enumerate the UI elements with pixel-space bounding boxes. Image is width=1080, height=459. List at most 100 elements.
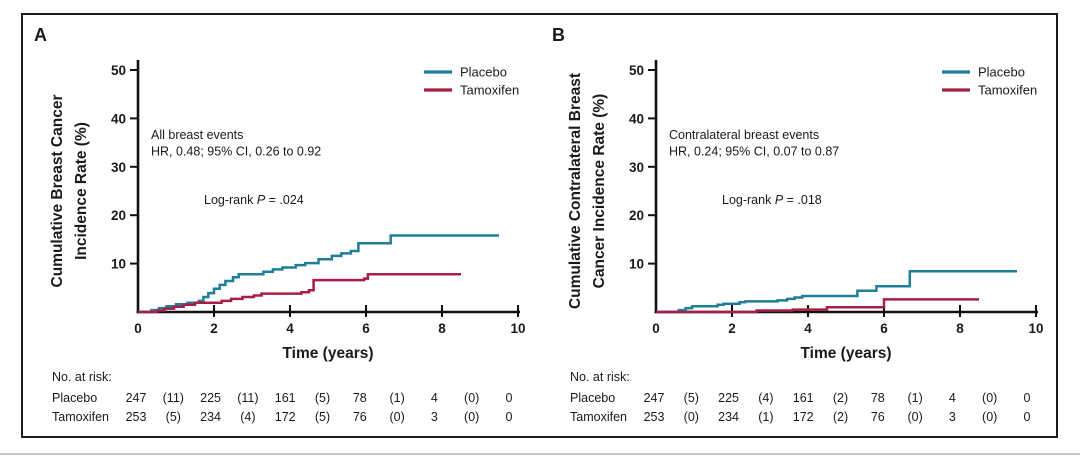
risk-value: 3 <box>431 410 438 424</box>
x-tick-label: 0 <box>652 321 660 336</box>
risk-value: 234 <box>718 410 739 424</box>
x-tick-label: 6 <box>362 321 370 336</box>
y-tick-label: 10 <box>111 257 126 272</box>
y-axis-title: Incidence Rate (%) <box>73 122 90 260</box>
annotation-line: HR, 0.24; 95% CI, 0.07 to 0.87 <box>669 145 839 159</box>
risk-value: 247 <box>644 391 665 405</box>
risk-value: (0) <box>982 391 997 405</box>
risk-value: (1) <box>758 410 773 424</box>
risk-value: 76 <box>353 410 367 424</box>
risk-value: 234 <box>200 410 221 424</box>
panel-letter: B <box>552 25 565 45</box>
figure-border <box>21 13 1058 438</box>
log-rank-annotation: Log-rank P = .018 <box>722 193 822 207</box>
legend-label: Tamoxifen <box>978 83 1037 98</box>
risk-value: (5) <box>684 391 699 405</box>
risk-value: (4) <box>758 391 773 405</box>
risk-row-label: Placebo <box>570 391 615 405</box>
y-tick-label: 10 <box>629 257 644 272</box>
risk-value: (1) <box>907 391 922 405</box>
x-tick-label: 0 <box>134 321 142 336</box>
y-axis-title: Cumulative Contralateral Breast <box>567 73 584 309</box>
x-axis-title: Time (years) <box>800 345 891 362</box>
risk-value: 161 <box>793 391 814 405</box>
risk-value: 172 <box>275 410 296 424</box>
risk-value: (5) <box>315 391 330 405</box>
risk-value: 4 <box>431 391 438 405</box>
legend-label: Tamoxifen <box>460 83 519 98</box>
bottom-divider <box>0 453 1080 455</box>
y-tick-label: 50 <box>629 63 644 78</box>
risk-value: 172 <box>793 410 814 424</box>
risk-value: 4 <box>949 391 956 405</box>
x-axis-title: Time (years) <box>282 345 373 362</box>
x-tick-label: 10 <box>1028 321 1043 336</box>
x-tick-label: 4 <box>286 321 294 336</box>
risk-value: 3 <box>949 410 956 424</box>
placebo-curve <box>656 270 1017 314</box>
panel-a-chart: A Cumulative Breast Cancer Incidence Rate … <box>34 25 526 424</box>
legend-item: Placebo <box>424 65 507 80</box>
y-tick-label: 20 <box>111 208 126 223</box>
risk-value: (0) <box>464 410 479 424</box>
y-tick-label: 20 <box>629 208 644 223</box>
risk-value: (11) <box>163 391 184 405</box>
legend-label: Placebo <box>460 65 507 80</box>
risk-value: (0) <box>389 410 404 424</box>
risk-row-label: Placebo <box>52 391 97 405</box>
risk-row-label: Tamoxifen <box>52 410 109 424</box>
risk-value: 0 <box>506 410 513 424</box>
legend-item: Tamoxifen <box>424 83 519 98</box>
x-tick-label: 8 <box>956 321 964 336</box>
risk-value: (1) <box>389 391 404 405</box>
risk-value: (0) <box>684 410 699 424</box>
risk-value: 161 <box>275 391 296 405</box>
risk-value: (11) <box>237 391 258 405</box>
risk-value: 225 <box>200 391 221 405</box>
panel-b-chart: B Cumulative Contralateral Breast Cancer I… <box>552 25 1044 424</box>
risk-table-header: No. at risk: <box>570 370 630 384</box>
risk-value: (4) <box>240 410 255 424</box>
risk-value: (0) <box>982 410 997 424</box>
y-axis-title: Cancer Incidence Rate (%) <box>591 94 608 289</box>
risk-value: 253 <box>644 410 665 424</box>
x-tick-label: 6 <box>880 321 888 336</box>
risk-row-label: Tamoxifen <box>570 410 627 424</box>
panel-letter: A <box>34 25 47 45</box>
legend-item: Placebo <box>942 65 1025 80</box>
risk-value: 76 <box>871 410 885 424</box>
y-tick-label: 40 <box>629 111 644 126</box>
risk-value: (0) <box>907 410 922 424</box>
placebo-curve <box>138 234 499 314</box>
y-tick-label: 40 <box>111 111 126 126</box>
annotation-line: All breast events <box>151 128 243 142</box>
risk-value: (5) <box>315 410 330 424</box>
x-tick-label: 2 <box>728 321 736 336</box>
risk-value: 247 <box>126 391 147 405</box>
risk-table-header: No. at risk: <box>52 370 112 384</box>
legend-label: Placebo <box>978 65 1025 80</box>
risk-value: 0 <box>506 391 513 405</box>
y-axis-title: Cumulative Breast Cancer <box>49 95 66 288</box>
risk-value: 253 <box>126 410 147 424</box>
tamoxifen-curve <box>656 298 979 314</box>
tamoxifen-curve <box>138 272 461 314</box>
risk-value: 0 <box>1024 410 1031 424</box>
risk-value: 0 <box>1024 391 1031 405</box>
risk-value: 78 <box>353 391 367 405</box>
risk-value: (5) <box>166 410 181 424</box>
x-tick-label: 10 <box>510 321 525 336</box>
risk-value: 78 <box>871 391 885 405</box>
risk-value: (2) <box>833 391 848 405</box>
log-rank-annotation: Log-rank P = .024 <box>204 193 304 207</box>
y-tick-label: 30 <box>629 160 644 175</box>
x-tick-label: 2 <box>210 321 218 336</box>
y-tick-label: 30 <box>111 160 126 175</box>
x-tick-label: 8 <box>438 321 446 336</box>
y-tick-label: 50 <box>111 63 126 78</box>
x-tick-label: 4 <box>804 321 812 336</box>
annotation-line: Contralateral breast events <box>669 128 819 142</box>
risk-value: 225 <box>718 391 739 405</box>
annotation-line: HR, 0.48; 95% CI, 0.26 to 0.92 <box>151 145 321 159</box>
